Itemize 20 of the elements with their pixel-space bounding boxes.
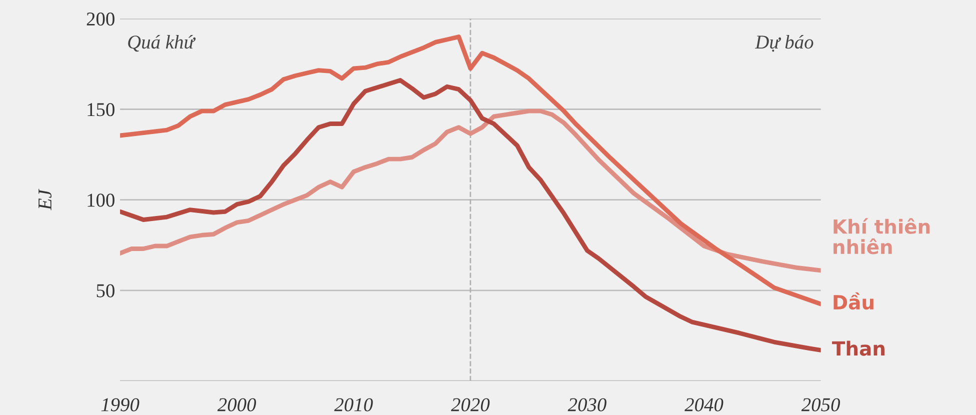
series-label: Than xyxy=(832,340,884,356)
x-tick-label: 2010 xyxy=(334,398,373,412)
line-series xyxy=(120,108,821,273)
y-tick-label: 100 xyxy=(88,194,114,207)
x-tick-label: 2020 xyxy=(450,398,490,412)
y-tick-label: 150 xyxy=(88,103,114,116)
x-tick-label: 2050 xyxy=(801,398,840,412)
x-tick-label: 2030 xyxy=(568,398,606,412)
x-tick-label: 2040 xyxy=(684,398,724,412)
x-tick-label: 1990 xyxy=(101,398,140,412)
y-axis-title: EJ xyxy=(38,188,52,210)
y-tick-label: 50 xyxy=(96,284,114,298)
line-series xyxy=(120,34,821,306)
annotation: Dự báo xyxy=(754,34,814,52)
annotation: Quá khứ xyxy=(128,34,196,52)
y-tick-label: 200 xyxy=(86,12,114,26)
x-tick-label: 2000 xyxy=(217,398,256,412)
series-label: Khí thiên nhiên xyxy=(834,218,930,254)
series-label: Dầu xyxy=(834,292,874,310)
line-series xyxy=(120,78,821,352)
